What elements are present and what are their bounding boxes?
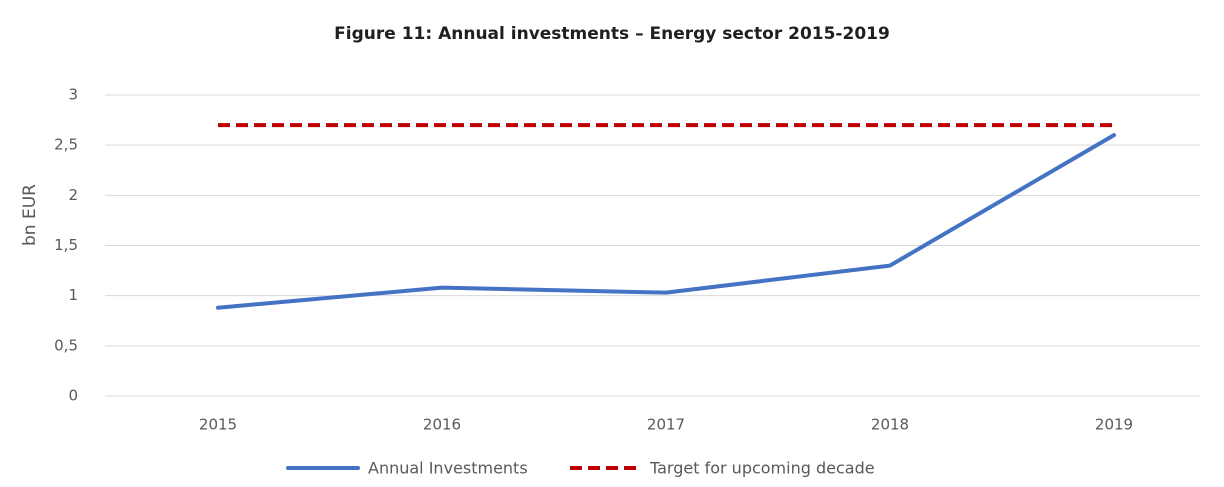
y-tick-label: 0 [68, 387, 78, 405]
x-tick-label: 2017 [647, 416, 685, 434]
legend-label: Target for upcoming decade [649, 459, 875, 478]
y-tick-label: 2,5 [54, 136, 78, 154]
y-tick-label: 0,5 [54, 336, 78, 354]
y-tick-label: 1,5 [54, 236, 78, 254]
x-tick-label: 2019 [1095, 416, 1133, 434]
legend-label: Annual Investments [368, 459, 528, 478]
x-tick-label: 2015 [199, 416, 237, 434]
y-axis-label: bn EUR [20, 184, 40, 246]
y-tick-label: 3 [68, 86, 78, 104]
x-tick-label: 2016 [423, 416, 461, 434]
y-tick-label: 1 [68, 286, 78, 304]
series-line [216, 133, 1116, 310]
y-tick-label: 2 [68, 186, 78, 204]
x-tick-label: 2018 [871, 416, 909, 434]
chart-title: Figure 11: Annual investments – Energy s… [334, 24, 890, 44]
